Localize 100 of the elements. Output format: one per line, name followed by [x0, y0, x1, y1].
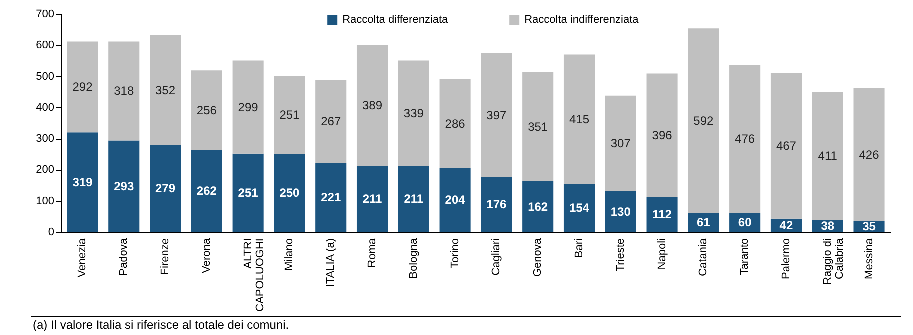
y-tick-label: 500	[36, 70, 54, 83]
data-label: 396	[652, 128, 673, 142]
y-tick-label: 200	[36, 164, 54, 176]
x-tick-label: Palermo	[780, 238, 792, 280]
y-tick-label: 100	[36, 195, 54, 208]
data-label: 35	[862, 220, 876, 234]
x-tick-label: Padova	[118, 238, 130, 276]
bar	[564, 54, 596, 184]
y-tick-label: 400	[36, 102, 54, 114]
data-label: 176	[486, 198, 508, 212]
bar	[316, 163, 347, 232]
x-tick-label: Raggio di Calabria	[822, 238, 846, 285]
bar	[108, 140, 140, 232]
bar	[522, 182, 554, 232]
bar	[440, 79, 471, 168]
x-tick-label: Napoli	[656, 238, 668, 270]
data-label: 293	[114, 179, 134, 194]
bar	[730, 65, 761, 214]
data-label: 61	[697, 216, 711, 230]
bar	[150, 35, 182, 146]
bar	[150, 145, 182, 232]
data-label: 42	[780, 218, 794, 232]
bar	[274, 154, 306, 232]
data-label: 267	[321, 114, 342, 129]
bar	[108, 42, 140, 141]
data-label: 221	[321, 190, 342, 205]
data-label: 38	[821, 219, 835, 234]
x-tick-label: Venezia	[76, 238, 89, 278]
data-label: 397	[486, 108, 508, 122]
y-tick-label: 700	[36, 8, 54, 20]
bar	[232, 60, 264, 154]
data-label: 211	[362, 192, 383, 206]
data-label: 389	[362, 98, 383, 113]
bar	[646, 74, 678, 198]
bar	[398, 166, 430, 232]
bar	[605, 96, 636, 192]
data-label: 256	[196, 104, 218, 118]
data-label: 130	[610, 204, 632, 219]
data-label: 467	[776, 139, 797, 154]
data-label: 352	[156, 83, 176, 98]
x-tick-label: Catania	[698, 238, 710, 276]
bar	[646, 197, 678, 232]
data-label: 286	[445, 116, 466, 131]
bar	[316, 80, 347, 164]
x-tick-label: Genova	[532, 238, 544, 278]
x-tick-label: Verona	[200, 238, 213, 274]
bar	[67, 132, 98, 232]
data-label: 112	[652, 208, 672, 222]
data-label: 351	[528, 120, 548, 134]
data-label: 339	[404, 106, 424, 120]
bar	[854, 88, 885, 222]
x-tick-label: Roma	[366, 238, 379, 268]
data-label: 299	[238, 100, 259, 114]
data-label: 279	[156, 182, 176, 196]
data-label: 250	[280, 186, 300, 200]
bar	[812, 92, 844, 220]
bar	[67, 42, 98, 133]
data-label: 307	[610, 136, 632, 151]
data-label: 415	[569, 112, 590, 126]
bar	[398, 60, 430, 166]
x-tick-label: ALTRI CAPOLUOGHI	[242, 238, 266, 312]
data-label: 211	[404, 192, 424, 206]
bar	[191, 70, 222, 150]
data-label: 426	[859, 148, 880, 162]
bar	[481, 54, 512, 178]
x-tick-label: Firenze	[160, 238, 172, 276]
bar	[522, 72, 554, 182]
x-tick-label: ITALIA (a)	[325, 238, 338, 288]
x-tick-label: Bari	[573, 238, 586, 258]
data-label: 476	[735, 132, 756, 146]
data-label: 60	[738, 216, 752, 230]
bar	[564, 184, 596, 232]
data-label: 319	[72, 175, 94, 190]
data-label: 411	[818, 149, 838, 164]
x-tick-label: Bologna	[408, 238, 420, 279]
bar	[356, 45, 388, 166]
y-tick-label: 600	[36, 40, 54, 52]
y-tick-label: 0	[48, 226, 54, 238]
text: (a) Il valore Italia si riferisce al totale dei comuni.	[33, 318, 290, 332]
bar	[605, 192, 636, 232]
bar	[191, 150, 222, 232]
data-label: 204	[445, 193, 466, 208]
data-label: 162	[528, 200, 548, 214]
x-tick-label: Milano	[284, 238, 296, 271]
bar	[232, 154, 264, 232]
x-tick-label: Messina	[863, 238, 876, 280]
data-label: 292	[72, 80, 94, 94]
data-label: 262	[196, 184, 218, 198]
y-tick-label: 300	[36, 133, 54, 146]
data-label: 318	[114, 84, 134, 98]
legend-label: Raccolta indifferenziata	[524, 14, 640, 26]
bar	[440, 168, 471, 232]
data-label: 592	[694, 114, 714, 128]
x-tick-label: Trieste	[614, 238, 627, 272]
bar	[274, 76, 306, 154]
x-tick-label: Cagliari	[490, 238, 503, 276]
data-label: 154	[569, 201, 590, 216]
bar	[688, 28, 720, 214]
x-tick-label: Torino	[449, 238, 462, 268]
data-label: 251	[238, 186, 259, 200]
